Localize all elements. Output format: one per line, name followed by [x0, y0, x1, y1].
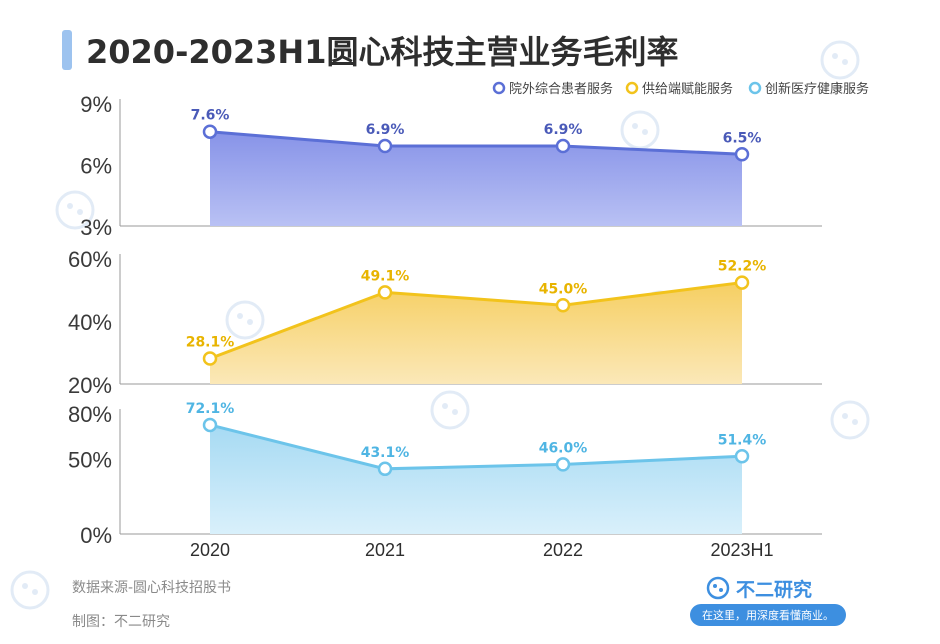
data-point — [734, 147, 750, 162]
data-point — [555, 138, 571, 154]
brand-block: 不二研究 在这里，用深度看懂商业。 — [690, 576, 846, 626]
legend-label-2: 创新医疗健康服务 — [765, 81, 869, 97]
series-area — [210, 424, 742, 534]
legend-marker-0 — [492, 81, 506, 95]
watermark-logo-icon — [830, 400, 870, 440]
brand-slogan-bg — [690, 604, 846, 626]
watermark-group — [10, 40, 870, 610]
data-label: 72.1% — [186, 401, 235, 417]
data-label: 49.1% — [361, 268, 410, 284]
data-point — [202, 124, 218, 139]
brand-name: 不二研究 — [736, 578, 812, 601]
page-title: 2020-2023H1圆心科技主营业务毛利率 — [86, 33, 678, 71]
y-tick-label: 9% — [80, 92, 112, 117]
data-label: 6.5% — [723, 130, 762, 146]
brand-logo-icon — [706, 576, 730, 600]
x-axis-ticks: 2020 2021 2022 2023H1 — [190, 540, 774, 560]
series-area — [210, 282, 742, 384]
y-tick-label: 40% — [68, 310, 112, 335]
y-tick-label: 60% — [68, 247, 112, 272]
brand-slogan: 在这里，用深度看懂商业。 — [702, 608, 834, 622]
legend: 院外综合患者服务 供给端赋能服务 创新医疗健康服务 — [492, 81, 869, 97]
data-point — [377, 138, 393, 154]
legend-marker-2 — [748, 81, 762, 95]
panel-innovative-healthcare: 80% 50% 0% 72.1% 43.1% 46.0% 51.4% — [68, 401, 822, 548]
watermark-logo-icon — [820, 40, 860, 80]
watermark-logo-icon — [430, 390, 470, 430]
watermark-logo-icon — [55, 190, 95, 230]
panel-supply-empowerment: 60% 40% 20% 28.1% 49.1% 45.0% 52.2% — [68, 247, 822, 398]
x-tick-label: 2020 — [190, 540, 230, 560]
series-line — [209, 423, 743, 471]
data-point — [734, 449, 750, 464]
y-tick-label: 3% — [80, 215, 112, 240]
maker-note: 制图：不二研究 — [72, 614, 170, 630]
data-label: 52.2% — [718, 259, 767, 275]
data-point — [377, 461, 393, 477]
source-note: 数据来源-圆心科技招股书 — [72, 580, 231, 596]
data-point — [555, 298, 571, 313]
y-tick-label: 80% — [68, 402, 112, 427]
legend-marker-1 — [625, 81, 639, 95]
series-line — [209, 281, 743, 360]
data-point — [202, 417, 218, 433]
data-point — [734, 275, 750, 290]
data-label: 7.6% — [191, 108, 230, 124]
data-point — [377, 285, 393, 300]
watermark-logo-icon — [620, 110, 660, 150]
series-area — [210, 131, 742, 226]
x-tick-label: 2023H1 — [710, 540, 773, 560]
data-label: 43.1% — [361, 445, 410, 461]
x-tick-label: 2021 — [365, 540, 405, 560]
data-label: 6.9% — [544, 122, 583, 138]
data-point — [202, 351, 218, 366]
y-tick-label: 6% — [80, 154, 112, 179]
legend-label-0: 院外综合患者服务 — [509, 81, 613, 97]
panel-outpatient-services: 9% 6% 3% 7.6% 6.9% 6.9% 6.5% — [80, 92, 822, 240]
data-label: 6.9% — [366, 122, 405, 138]
data-point — [555, 457, 571, 472]
legend-label-1: 供给端赋能服务 — [642, 81, 733, 97]
x-tick-label: 2022 — [543, 540, 583, 560]
y-tick-label: 0% — [80, 523, 112, 548]
y-tick-label: 50% — [68, 447, 112, 472]
watermark-logo-icon — [225, 300, 265, 340]
watermark-logo-icon — [10, 570, 50, 610]
y-tick-label: 20% — [68, 373, 112, 398]
data-label: 28.1% — [186, 334, 235, 350]
data-label: 45.0% — [539, 281, 588, 297]
series-line — [209, 130, 743, 156]
title-accent-bar — [62, 30, 72, 70]
data-label: 51.4% — [718, 432, 767, 448]
data-label: 46.0% — [539, 440, 588, 456]
